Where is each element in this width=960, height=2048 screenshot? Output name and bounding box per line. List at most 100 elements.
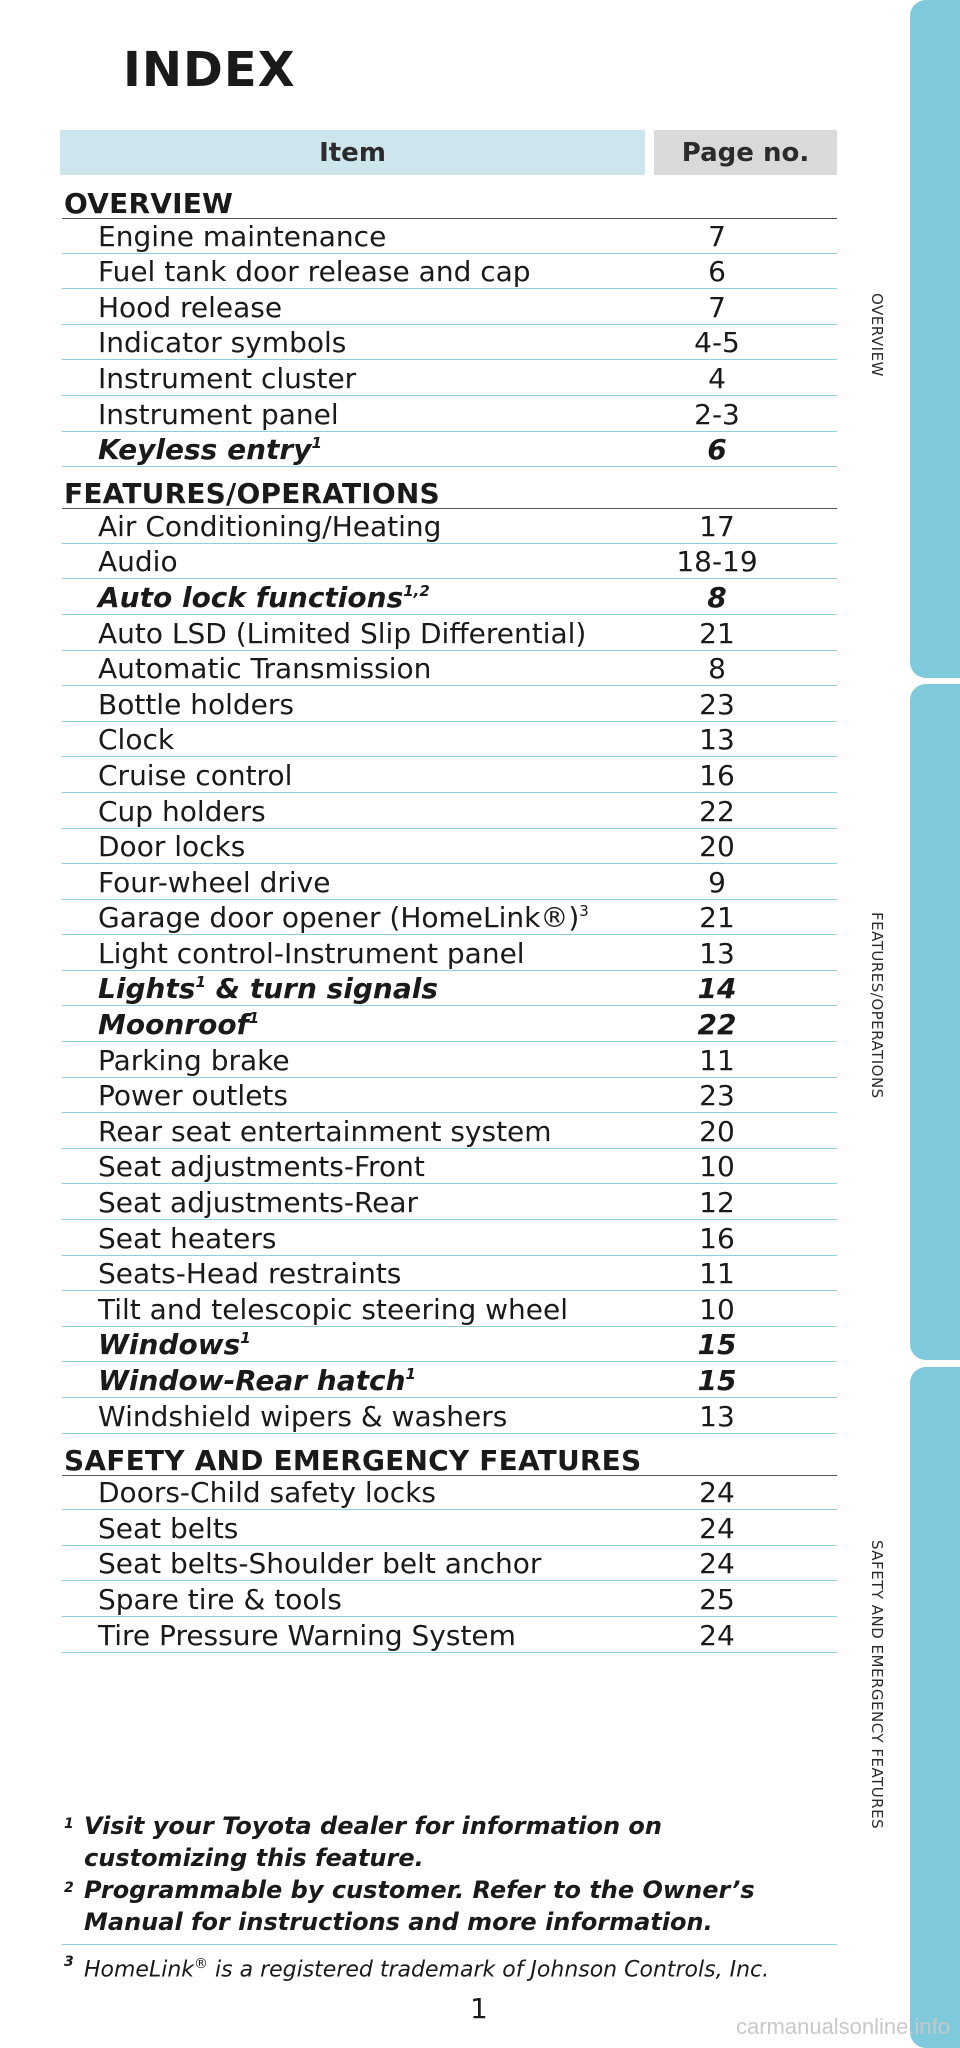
index-row: Seat adjustments-Front 10 xyxy=(62,1149,837,1185)
index-item-label: Automatic Transmission xyxy=(98,655,431,683)
index-item-text: Fuel tank door release and cap xyxy=(98,255,531,289)
index-row: Auto LSD (Limited Slip Differential) 21 xyxy=(62,615,837,651)
footnote-2-mark: 2 xyxy=(64,1880,74,1896)
footnote-1-line-1: Visit your Toyota dealer for information… xyxy=(84,1812,663,1840)
index-row: Engine maintenance 7 xyxy=(62,218,837,254)
index-item-page: 4 xyxy=(708,361,726,395)
index-item-page: 11 xyxy=(699,1257,735,1291)
footnote-reference: 1 xyxy=(195,973,206,992)
index-item-text: Spare tire & tools xyxy=(98,1582,342,1616)
index-item-page: 9 xyxy=(708,865,726,899)
tab-safety-emergency[interactable] xyxy=(910,1367,960,2048)
index-row: Moonroof1 22 xyxy=(62,1006,837,1043)
index-item-label: Door locks xyxy=(98,833,245,861)
footnote-3-registered: ® xyxy=(194,1956,209,1972)
index-item-label: Hood release xyxy=(98,293,282,322)
index-item-text: Keyless entry xyxy=(98,433,312,467)
column-header-page: Page no. xyxy=(654,130,837,175)
index-item-page: 20 xyxy=(699,1114,735,1148)
index-item-text: Door locks xyxy=(98,830,246,864)
index-item-text: Audio xyxy=(98,545,178,579)
index-item-label: Seat belts-Shoulder belt anchor xyxy=(98,1550,541,1578)
index-item-page: 7 xyxy=(708,290,726,324)
index-row: Window-Rear hatch1 15 xyxy=(62,1362,837,1398)
index-item-label: Lights1 & turn signals xyxy=(98,975,438,1003)
tab-overview[interactable] xyxy=(910,0,960,678)
index-item-page: 14 xyxy=(697,972,737,1006)
section-divider xyxy=(62,218,837,219)
index-item-page: 22 xyxy=(697,1008,737,1042)
footnote-1-line-2: customizing this feature. xyxy=(84,1844,424,1872)
index-item-page: 10 xyxy=(699,1292,735,1326)
index-item-label: Indicator symbols xyxy=(98,329,346,357)
column-header-item: Item xyxy=(60,130,645,175)
page-title: INDEX xyxy=(123,42,296,98)
index-item-text: Instrument cluster xyxy=(98,361,357,395)
index-item-page: 6 xyxy=(708,255,726,289)
index-item-label: Power outlets xyxy=(98,1082,288,1110)
index-item-page: 15 xyxy=(697,1364,737,1397)
footnote-reference: 1 xyxy=(240,1329,251,1348)
index-row: Automatic Transmission 8 xyxy=(62,651,837,687)
index-item-page: 20 xyxy=(699,830,735,864)
index-item-label: Auto lock functions1,2 xyxy=(98,580,430,614)
index-item-text: Tilt and telescopic steering wheel xyxy=(98,1292,569,1326)
watermark: carmanualsonline.info xyxy=(735,2014,950,2039)
index-row: Instrument cluster 4 xyxy=(62,360,837,396)
index-item-page: 24 xyxy=(699,1511,735,1545)
index-item-text: Parking brake xyxy=(98,1043,290,1077)
index-item-page: 10 xyxy=(699,1150,735,1184)
index-item-page: 21 xyxy=(699,901,735,935)
index-item-text: Rear seat entertainment system xyxy=(98,1114,552,1148)
index-row: Rear seat entertainment system 20 xyxy=(62,1113,837,1149)
index-item-page: 24 xyxy=(699,1476,735,1510)
index-row: Lights1 & turn signals 14 xyxy=(62,971,837,1007)
index-item-page: 21 xyxy=(699,616,735,650)
index-item-page: 24 xyxy=(699,1547,735,1581)
index-item-page: 25 xyxy=(699,1582,735,1616)
index-row: Doors-Child safety locks 24 xyxy=(62,1475,837,1511)
index-row: Air Conditioning/Heating 17 xyxy=(62,508,837,544)
index-row: Door locks 20 xyxy=(62,829,837,865)
footnote-3-text: is a registered trademark of Johnson Con… xyxy=(208,1957,770,1983)
index-row: Tilt and telescopic steering wheel 10 xyxy=(62,1291,837,1327)
index-row: Clock 13 xyxy=(62,722,837,758)
index-item-label: Seat adjustments-Rear xyxy=(98,1189,418,1217)
index-row: Power outlets 23 xyxy=(62,1078,837,1114)
tab-features-operations[interactable] xyxy=(910,684,960,1360)
index-item-text: Air Conditioning/Heating xyxy=(98,509,442,543)
index-row: Seat belts 24 xyxy=(62,1510,837,1546)
section-title: FEATURES/OPERATIONS xyxy=(64,477,440,511)
index-item-page: 17 xyxy=(699,509,735,543)
index-item-page: 13 xyxy=(699,1399,735,1433)
page-number: 1 xyxy=(470,1992,488,2025)
index-item-text-suffix: & turn signals xyxy=(205,972,439,1006)
index-item-label: Audio xyxy=(98,548,178,576)
index-row: Cup holders 22 xyxy=(62,793,837,829)
index-row: Instrument panel 2-3 xyxy=(62,396,837,432)
index-list: OVERVIEW Engine maintenance 7 Fuel tank doo… xyxy=(62,183,837,1653)
index-item-text: Seat belts xyxy=(98,1511,239,1545)
section-heading: SAFETY AND EMERGENCY FEATURES xyxy=(62,1440,837,1476)
index-item-label: Spare tire & tools xyxy=(98,1582,342,1616)
index-item-text: Lights xyxy=(98,972,196,1006)
tab-label-overview: OVERVIEW xyxy=(868,293,886,377)
index-row: Garage door opener (HomeLink®)3 21 xyxy=(62,900,837,936)
footnote-2: 2 Programmable by customer. Refer to the… xyxy=(62,1874,842,1938)
index-item-text: Windshield wipers & washers xyxy=(98,1399,508,1433)
index-item-label: Seat adjustments-Front xyxy=(98,1153,425,1181)
footnote-reference: 1 xyxy=(311,434,322,453)
footnote-2-line-1: Programmable by customer. Refer to the O… xyxy=(84,1876,755,1904)
index-item-text: Garage door opener (HomeLink®) xyxy=(98,901,580,935)
index-item-text: Indicator symbols xyxy=(98,326,347,360)
index-item-text: Auto lock functions xyxy=(98,580,404,614)
index-item-label: Fuel tank door release and cap xyxy=(98,258,531,286)
index-row: Seats-Head restraints 11 xyxy=(62,1256,837,1292)
footnote-divider xyxy=(62,1944,837,1945)
index-item-label: Tire Pressure Warning System xyxy=(98,1621,516,1650)
footnote-reference: 1 xyxy=(248,1009,260,1028)
index-item-label: Window-Rear hatch1 xyxy=(98,1367,416,1395)
footnote-3-mark: 3 xyxy=(64,1954,74,1970)
index-item-page: 7 xyxy=(708,219,726,253)
index-item-page: 22 xyxy=(699,794,735,828)
